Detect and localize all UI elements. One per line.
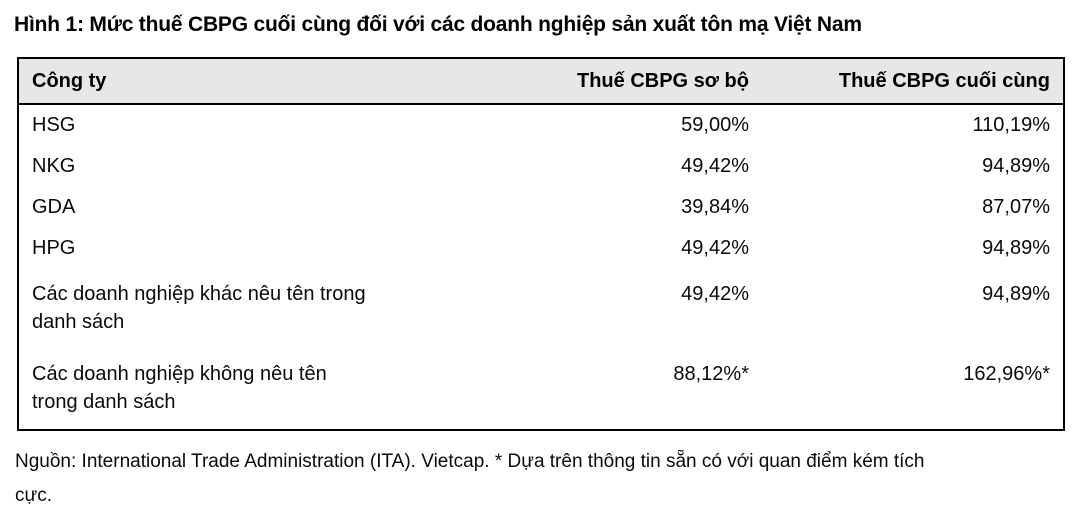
- preliminary-duty-value: 49,42%: [681, 237, 749, 259]
- column-header-final-duty: Thuế CBPG cuối cùng: [749, 58, 1064, 105]
- preliminary-duty-value: 49,42%: [681, 155, 749, 177]
- company-name: Các doanh nghiệp không nêu tên trong dan…: [32, 363, 327, 413]
- table-row: Các doanh nghiệp khác nêu tên trong danh…: [18, 269, 1064, 349]
- final-duty-value: 94,89%: [982, 155, 1050, 177]
- tariff-table: Công ty Thuế CBPG sơ bộ Thuế CBPG cuối c…: [17, 57, 1065, 431]
- final-duty-value: 162,96%*: [963, 363, 1050, 385]
- table-row: NKG 49,42% 94,89%: [18, 146, 1064, 187]
- final-duty-value: 87,07%: [982, 196, 1050, 218]
- company-name: NKG: [32, 155, 76, 177]
- table-row: HSG 59,00% 110,19%: [18, 104, 1064, 146]
- preliminary-duty-value: 88,12%*: [673, 363, 749, 385]
- final-duty-value: 94,89%: [982, 237, 1050, 259]
- table-row: GDA 39,84% 87,07%: [18, 187, 1064, 228]
- company-name: GDA: [32, 196, 76, 218]
- company-name: Các doanh nghiệp khác nêu tên trong danh…: [32, 283, 366, 333]
- column-header-company: Công ty: [18, 58, 536, 105]
- final-duty-value: 94,89%: [982, 283, 1050, 305]
- source-note: Nguồn: International Trade Administratio…: [15, 451, 925, 506]
- final-duty-value: 110,19%: [972, 114, 1050, 136]
- preliminary-duty-value: 59,00%: [681, 114, 749, 136]
- company-name: HPG: [32, 237, 76, 259]
- company-name: HSG: [32, 114, 76, 136]
- table-row: HPG 49,42% 94,89%: [18, 228, 1064, 269]
- preliminary-duty-value: 39,84%: [681, 196, 749, 218]
- column-header-preliminary-duty: Thuế CBPG sơ bộ: [536, 58, 749, 105]
- table-row: Các doanh nghiệp không nêu tên trong dan…: [18, 349, 1064, 430]
- table-header-row: Công ty Thuế CBPG sơ bộ Thuế CBPG cuối c…: [18, 58, 1064, 105]
- figure-title: Hình 1: Mức thuế CBPG cuối cùng đối với …: [14, 13, 862, 36]
- preliminary-duty-value: 49,42%: [681, 283, 749, 305]
